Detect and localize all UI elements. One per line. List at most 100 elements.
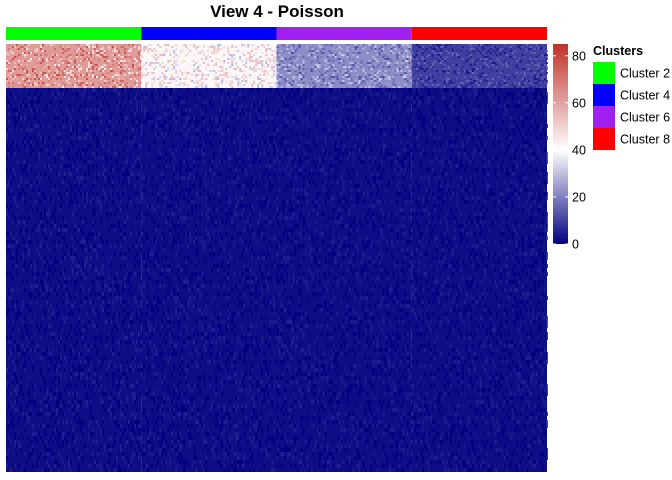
heatmap-texel	[36, 76, 38, 78]
heatmap-texel	[422, 56, 424, 58]
heatmap-texel	[157, 60, 159, 62]
heatmap-texel	[486, 78, 488, 80]
heatmap-texel	[100, 332, 102, 336]
heatmap-texel	[58, 348, 60, 352]
heatmap-texel	[80, 356, 82, 360]
heatmap-texel	[14, 368, 16, 372]
heatmap-texel	[138, 144, 140, 148]
heatmap-texel	[24, 364, 26, 368]
heatmap-texel	[70, 76, 72, 78]
heatmap-texel	[510, 44, 512, 46]
heatmap-texel	[68, 292, 70, 296]
heatmap-texel	[141, 74, 143, 76]
heatmap-texel	[84, 360, 86, 364]
heatmap-texel	[500, 72, 502, 74]
heatmap-texel	[253, 82, 255, 84]
heatmap-texel	[209, 54, 211, 56]
heatmap-texel	[32, 228, 34, 232]
heatmap-texel	[128, 204, 130, 208]
heatmap-texel	[68, 248, 70, 252]
heatmap-texel	[74, 204, 76, 208]
heatmap-texel	[36, 320, 38, 324]
heatmap-texel	[68, 62, 70, 64]
heatmap-texel	[323, 74, 325, 76]
heatmap-texel	[100, 50, 102, 52]
heatmap-texel	[94, 340, 96, 344]
heatmap-texel	[124, 320, 126, 324]
heatmap-texel	[440, 52, 442, 54]
heatmap-texel	[98, 328, 100, 332]
heatmap-texel	[8, 188, 10, 192]
heatmap-texel	[50, 312, 52, 316]
heatmap-texel	[92, 52, 94, 54]
heatmap-texel	[229, 80, 231, 82]
heatmap-texel	[108, 260, 110, 264]
heatmap-texel	[317, 50, 319, 52]
heatmap-texel	[8, 208, 10, 212]
heatmap-texel	[440, 50, 442, 52]
heatmap-texel	[281, 86, 283, 88]
heatmap-texel	[337, 58, 339, 60]
heatmap-texel	[30, 340, 32, 344]
heatmap-texel	[34, 82, 36, 84]
heatmap-texel	[72, 304, 74, 308]
heatmap-texel	[6, 136, 8, 140]
heatmap-texel	[181, 52, 183, 54]
heatmap-texel	[462, 86, 464, 88]
heatmap-texel	[544, 64, 546, 66]
heatmap-texel	[106, 88, 108, 92]
heatmap-texel	[171, 46, 173, 48]
heatmap-texel	[66, 88, 68, 92]
heatmap-texel	[128, 164, 130, 168]
heatmap-texel	[104, 76, 106, 78]
heatmap-texel	[124, 308, 126, 312]
heatmap-texel	[112, 224, 114, 228]
heatmap-texel	[251, 60, 253, 62]
heatmap-texel	[76, 92, 78, 96]
heatmap-texel	[259, 62, 261, 64]
heatmap-texel	[96, 276, 98, 280]
heatmap-texel	[309, 44, 311, 46]
heatmap-texel	[12, 104, 14, 108]
heatmap-texel	[80, 376, 82, 380]
heatmap-texel	[112, 176, 114, 180]
heatmap-texel	[22, 352, 24, 356]
heatmap-texel	[136, 328, 138, 332]
heatmap-texel	[28, 216, 30, 220]
heatmap-texel	[90, 244, 92, 248]
heatmap-texel	[12, 376, 14, 380]
heatmap-texel	[136, 120, 138, 124]
heatmap-texel	[355, 62, 357, 64]
heatmap-texel	[203, 68, 205, 70]
heatmap-texel	[64, 276, 66, 280]
heatmap-texel	[22, 160, 24, 164]
heatmap-texel	[8, 100, 10, 104]
heatmap-texel	[70, 72, 72, 74]
heatmap-texel	[151, 54, 153, 56]
heatmap-texel	[233, 58, 235, 60]
heatmap-texel	[20, 188, 22, 192]
heatmap-texel	[10, 104, 12, 108]
heatmap-texel	[391, 64, 393, 66]
heatmap-texel	[106, 78, 108, 80]
heatmap-texel	[34, 224, 36, 228]
heatmap-texel	[48, 228, 50, 232]
heatmap-texel	[161, 86, 163, 88]
heatmap-texel	[245, 76, 247, 78]
heatmap-texel	[84, 144, 86, 148]
heatmap-texel	[12, 132, 14, 136]
heatmap-texel	[303, 68, 305, 70]
heatmap-texel	[30, 168, 32, 172]
heatmap-texel	[82, 272, 84, 276]
heatmap-texel	[233, 50, 235, 52]
heatmap-texel	[510, 70, 512, 72]
heatmap-texel	[369, 86, 371, 88]
heatmap-texel	[327, 74, 329, 76]
heatmap-texel	[309, 46, 311, 48]
heatmap-texel	[28, 252, 30, 256]
heatmap-texel	[46, 156, 48, 160]
heatmap-texel	[34, 72, 36, 74]
heatmap-texel	[36, 58, 38, 60]
heatmap-texel	[12, 220, 14, 224]
heatmap-texel	[349, 76, 351, 78]
